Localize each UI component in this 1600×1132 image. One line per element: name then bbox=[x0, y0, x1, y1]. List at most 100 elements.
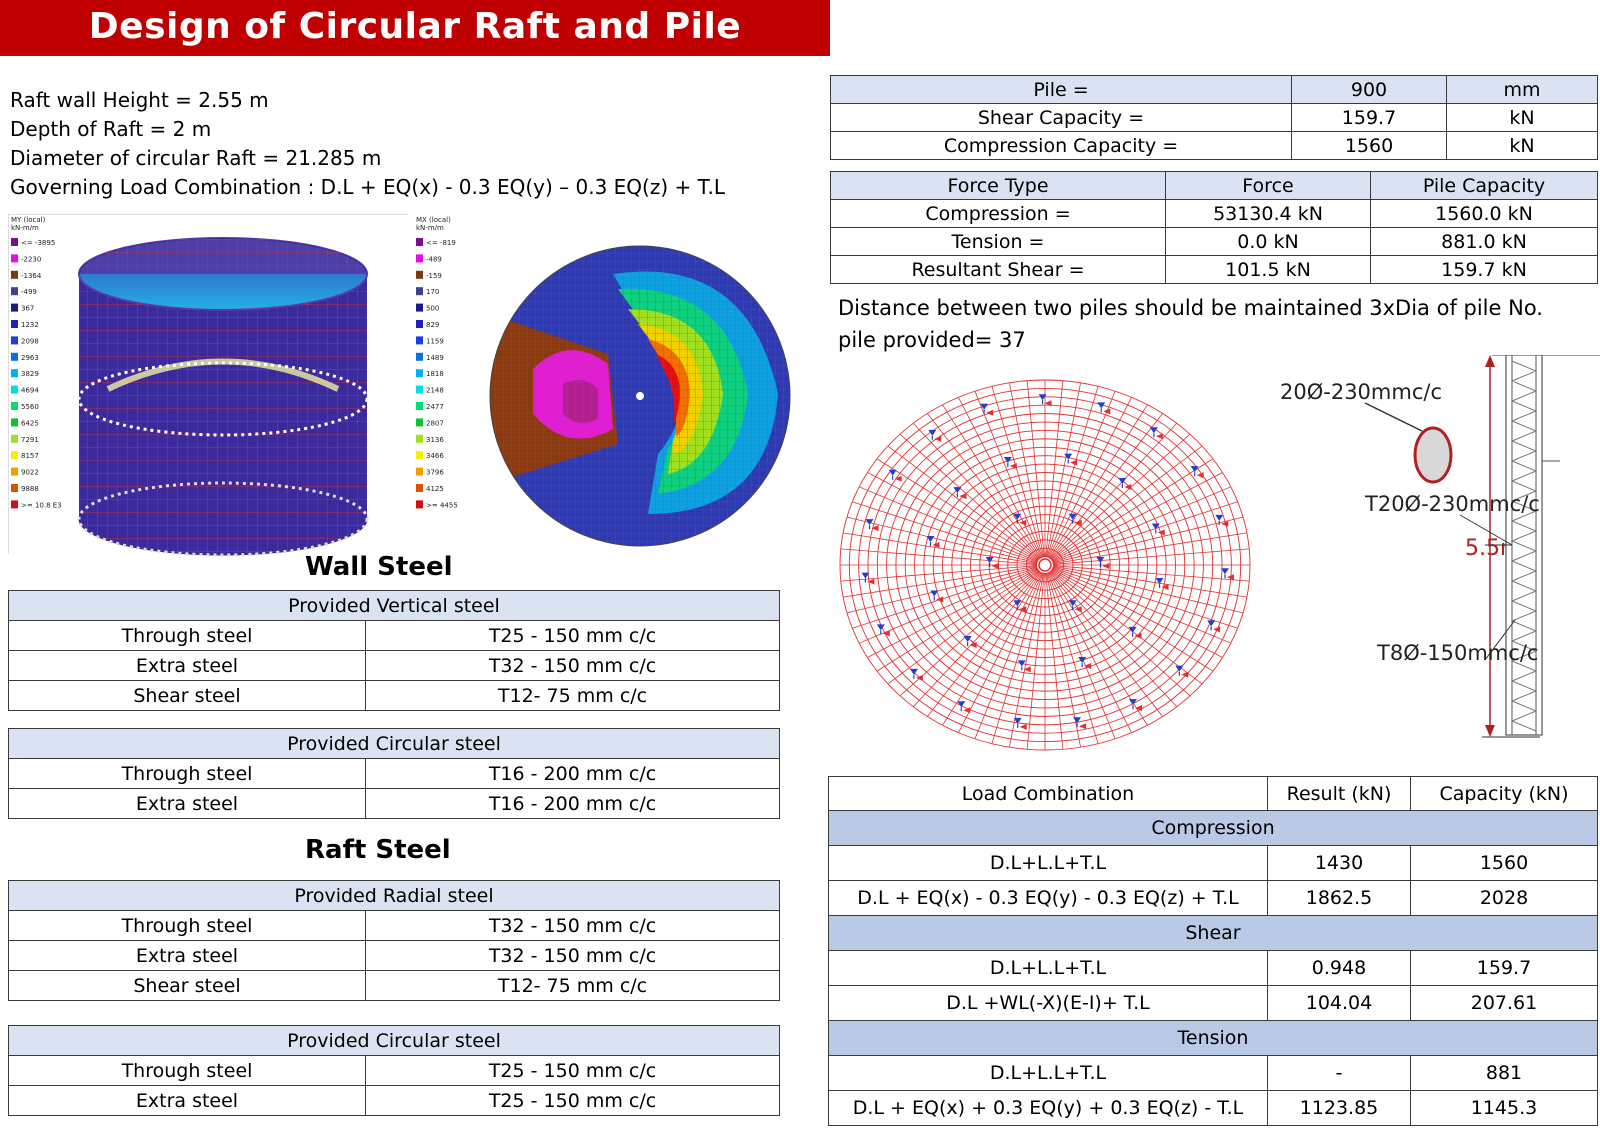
mesh-spoke bbox=[852, 501, 1038, 563]
pile-marker bbox=[876, 624, 890, 637]
legend-swatch bbox=[11, 303, 18, 312]
legend-swatch bbox=[11, 287, 18, 296]
table-cell: mm bbox=[1446, 75, 1598, 104]
legend-swatch bbox=[11, 434, 18, 443]
pile-marker bbox=[926, 536, 940, 549]
mesh-spoke bbox=[1009, 382, 1045, 558]
mesh-spoke bbox=[852, 567, 1038, 629]
legend-label: 2098 bbox=[21, 337, 39, 345]
table-cell: T32 - 150 mm c/c bbox=[365, 650, 780, 681]
legend-swatch bbox=[11, 451, 18, 460]
legend-swatch bbox=[11, 238, 18, 246]
legend-swatch bbox=[416, 385, 423, 394]
table-cell: 0.948 bbox=[1267, 950, 1411, 986]
legend-label: 1232 bbox=[21, 321, 39, 329]
pile-marker bbox=[861, 572, 875, 585]
mesh-spoke bbox=[991, 386, 1044, 558]
pile-marker bbox=[888, 469, 902, 482]
legend-my: MY (local) kN-m/m <= -3895 -2230 -1364 -499… bbox=[11, 216, 62, 509]
raft-radial-header: Provided Radial steel bbox=[8, 880, 780, 911]
legend-label: 6425 bbox=[21, 419, 39, 427]
pile-cross-section bbox=[1413, 426, 1453, 484]
mesh-spoke bbox=[974, 572, 1043, 739]
table-cell: 1430 bbox=[1267, 845, 1411, 881]
mesh-spoke bbox=[991, 572, 1044, 744]
mesh-spoke bbox=[1045, 380, 1064, 558]
raft-radial-steel-table: Provided Radial steel Through steel T32 -… bbox=[8, 880, 780, 1001]
legend-label: 9888 bbox=[21, 485, 39, 493]
table-cell: T32 - 150 mm c/c bbox=[365, 940, 780, 971]
pile-marker bbox=[1175, 665, 1189, 678]
mesh-spoke bbox=[927, 571, 1041, 717]
wall-cylinder-model bbox=[77, 237, 369, 557]
table-cell: T32 - 150 mm c/c bbox=[365, 910, 780, 941]
mesh-spoke bbox=[859, 568, 1038, 644]
table-cell: T25 - 150 mm c/c bbox=[365, 1055, 780, 1086]
table-cell: T25 - 150 mm c/c bbox=[365, 620, 780, 651]
mesh-spoke bbox=[1050, 570, 1191, 697]
pile-layout-plan bbox=[839, 379, 1251, 751]
wall-steel-title: Wall Steel bbox=[305, 552, 453, 582]
table-cell: D.L +WL(-X)(E-I)+ T.L bbox=[828, 985, 1268, 1021]
mesh-spoke bbox=[876, 458, 1039, 561]
mesh-spoke bbox=[1049, 570, 1178, 707]
legend-swatch bbox=[416, 451, 423, 460]
mesh-spoke bbox=[843, 532, 1038, 565]
table-cell: T12- 75 mm c/c bbox=[365, 680, 780, 711]
mesh-spoke bbox=[1047, 572, 1116, 739]
mesh-spoke bbox=[876, 569, 1039, 672]
pile-marker bbox=[1064, 453, 1078, 466]
pile-marker bbox=[1068, 600, 1082, 613]
mesh-spoke bbox=[1051, 569, 1214, 672]
legend-swatch bbox=[416, 402, 423, 410]
table-cell: T16 - 200 mm c/c bbox=[365, 758, 780, 789]
mesh-spoke bbox=[958, 572, 1042, 733]
legend-label: 1489 bbox=[426, 354, 444, 362]
legend-swatch bbox=[416, 369, 423, 378]
legend-swatch bbox=[416, 238, 423, 246]
legend-swatch bbox=[11, 254, 18, 263]
legend-mx-unit: kN-m/m bbox=[416, 224, 444, 232]
label-t8-bar: T8Ø-150mmc/c bbox=[1376, 641, 1538, 665]
pile-marker bbox=[1097, 402, 1111, 415]
pile-marker bbox=[1207, 620, 1221, 633]
pile-marker bbox=[1096, 557, 1110, 569]
table-cell: - bbox=[1267, 1055, 1411, 1091]
legend-label: 3466 bbox=[426, 452, 444, 460]
table-cell: Shear Capacity = bbox=[830, 103, 1292, 132]
mesh-spoke bbox=[1052, 501, 1238, 563]
legend-swatch bbox=[416, 287, 423, 296]
page-title: Design of Circular Raft and Pile bbox=[88, 6, 742, 47]
pile-marker bbox=[1215, 514, 1229, 527]
pile-distance-note: Distance between two piles should be mai… bbox=[838, 296, 1543, 320]
legend-label: >= 10.8 E3 bbox=[21, 501, 62, 509]
raft-wall-figures: MY (local) kN-m/m <= -3895 -2230 -1364 -499… bbox=[8, 214, 791, 557]
table-cell: Compression Capacity = bbox=[830, 131, 1292, 160]
mesh-spoke bbox=[1049, 571, 1163, 717]
table-cell: 53130.4 kN bbox=[1165, 199, 1371, 228]
legend-my-title: MY (local) bbox=[11, 216, 46, 224]
pile-marker bbox=[1003, 457, 1017, 470]
mesh-spoke bbox=[927, 413, 1041, 559]
table-header: Force bbox=[1165, 171, 1371, 200]
mesh-spoke bbox=[974, 391, 1043, 558]
legend-label: 4125 bbox=[426, 485, 444, 493]
pile-marker bbox=[1017, 660, 1031, 673]
mesh-spoke bbox=[867, 568, 1039, 658]
mesh-spoke bbox=[1049, 423, 1178, 560]
pile-marker bbox=[1151, 523, 1165, 536]
mesh-spoke bbox=[867, 472, 1039, 562]
table-header: Result (kN) bbox=[1267, 776, 1411, 811]
legend-swatch bbox=[416, 484, 423, 492]
legend-label: 9022 bbox=[21, 469, 39, 477]
table-cell: 0.0 kN bbox=[1165, 227, 1371, 256]
mesh-spoke bbox=[859, 486, 1038, 562]
pile-marker bbox=[1118, 477, 1132, 490]
table-cell: T12- 75 mm c/c bbox=[365, 970, 780, 1001]
mesh-spoke bbox=[1052, 486, 1231, 562]
mesh-spoke bbox=[840, 548, 1038, 565]
legend-label: 3136 bbox=[426, 436, 444, 444]
mesh-spoke bbox=[846, 516, 1038, 564]
group-compression: Compression bbox=[828, 810, 1598, 846]
pile-marker bbox=[980, 403, 994, 416]
